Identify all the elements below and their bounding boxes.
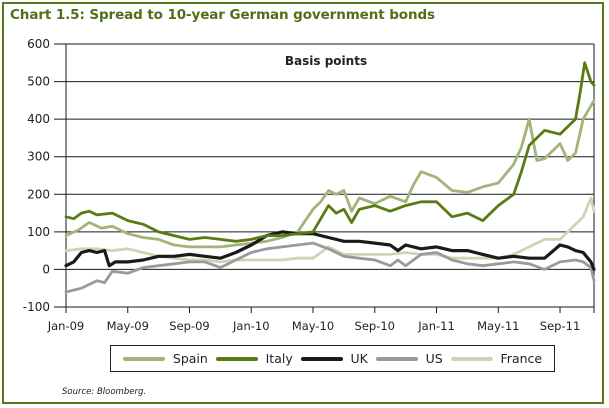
legend-item-us: US: [375, 351, 443, 366]
y-axis-ticks: 600 500 400 300 200 100 0 -100: [23, 37, 50, 314]
legend-label: Italy: [265, 351, 293, 366]
series-line-uk: [64, 230, 596, 271]
x-tick-label: Sep-09: [169, 319, 209, 333]
legend-swatch: [300, 356, 343, 361]
legend-label: Spain: [172, 351, 208, 366]
x-tick-label: May-10: [292, 319, 334, 333]
legend-label: France: [500, 351, 543, 366]
legend-swatch: [215, 356, 258, 361]
y-tick-label: 100: [27, 225, 50, 239]
x-tick-label: Jan-09: [47, 319, 85, 333]
gridlines: [54, 43, 594, 308]
y-tick-label: 0: [42, 262, 50, 276]
y-tick-label: 500: [27, 75, 50, 89]
legend-label: UK: [350, 351, 368, 366]
y-tick-label: 200: [27, 187, 50, 201]
legend-item-france: France: [450, 351, 543, 366]
x-tick-label: May-09: [107, 319, 149, 333]
series-line-italy: [64, 61, 596, 243]
y-tick-label: 400: [27, 112, 50, 126]
x-tick-label: Sep-11: [540, 319, 580, 333]
legend: Spain Italy UK US France: [110, 345, 555, 372]
y-tick-label: 600: [27, 37, 50, 51]
x-axis: Jan-09 May-09 Sep-09 Jan-10 May-10 Sep-10 Jan-…: [47, 44, 595, 333]
legend-swatch: [122, 356, 165, 361]
legend-swatch: [375, 356, 418, 361]
chart-frame: [2, 2, 604, 404]
legend-item-spain: Spain: [122, 351, 208, 366]
x-tick-label: Jan-10: [232, 319, 270, 333]
source-note: Source: Bloomberg.: [62, 387, 147, 397]
legend-item-italy: Italy: [215, 351, 293, 366]
series-line-us: [64, 241, 596, 294]
chart-title: Chart 1.5: Spread to 10-year German gove…: [10, 7, 435, 23]
y-tick-label: -100: [23, 300, 50, 314]
legend-item-uk: UK: [300, 351, 368, 366]
series-line-spain: [64, 99, 596, 249]
series-lines: [64, 61, 596, 294]
legend-label: US: [425, 351, 443, 366]
annotation-basis-points: Basis points: [285, 54, 367, 68]
legend-swatch: [450, 356, 493, 361]
x-tick-label: Sep-10: [355, 319, 395, 333]
y-tick-label: 300: [27, 150, 50, 164]
x-tick-label: May-11: [477, 319, 519, 333]
x-tick-label: Jan-11: [417, 319, 455, 333]
